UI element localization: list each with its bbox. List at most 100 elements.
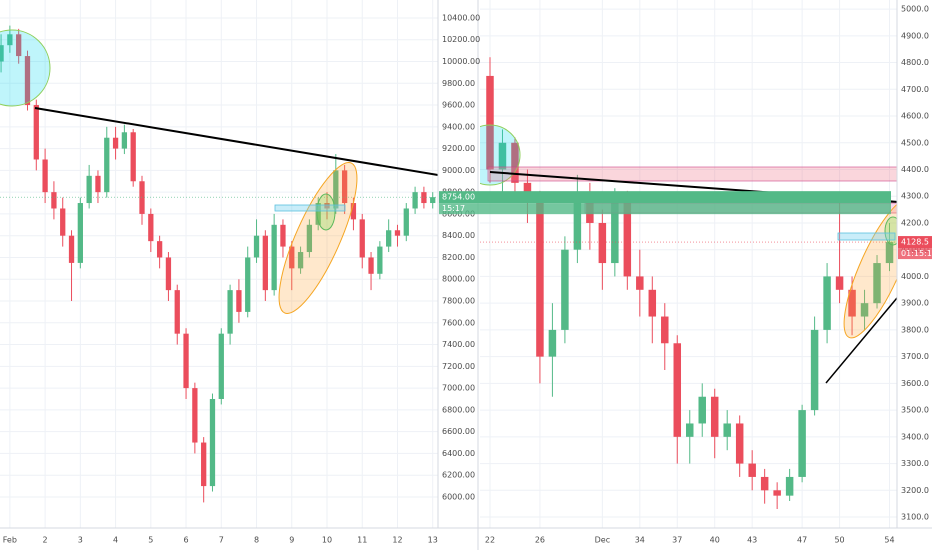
- candle-body: [885, 242, 894, 264]
- candle-body: [280, 224, 286, 247]
- zone: [837, 232, 896, 241]
- candle-body: [623, 196, 632, 277]
- left-drawings: [0, 29, 438, 314]
- candle-body: [218, 333, 224, 399]
- labels: 6000.00 6200.00 6400.00 6600.00 6800.00 7000.…: [3, 5, 932, 545]
- candle-body: [51, 192, 57, 209]
- y-tick-label: 10200.00: [442, 35, 480, 44]
- countdown: 01:15:1: [901, 249, 932, 258]
- y-tick-label: 4300.0: [901, 192, 929, 201]
- candle-body: [0, 45, 4, 62]
- y-tick-label: 6000.00: [442, 492, 475, 501]
- candle-body: [262, 235, 268, 291]
- price-label-bg: [439, 191, 891, 204]
- candle-body: [760, 476, 769, 491]
- candle-body: [16, 34, 22, 57]
- candle-body: [748, 463, 756, 477]
- candle-body: [86, 175, 92, 204]
- y-tick-label: 9800.00: [442, 79, 475, 88]
- x-tick-label: Dec: [595, 536, 610, 545]
- y-tick-label: 3400.0: [901, 432, 929, 441]
- candle-body: [350, 203, 357, 220]
- y-tick-label: 8200.00: [442, 253, 475, 262]
- x-tick-label: 43: [747, 536, 757, 545]
- candle-body: [636, 276, 644, 290]
- price-label: 8754.00: [442, 193, 475, 202]
- x-tick-label: 54: [884, 536, 894, 545]
- candle-body: [174, 290, 180, 334]
- x-tick-label: 8: [254, 536, 259, 545]
- candle-body: [165, 257, 172, 291]
- candle-body: [306, 224, 313, 253]
- candle-body: [710, 396, 719, 437]
- highlight-circle: [0, 29, 51, 107]
- candle-body: [686, 423, 694, 437]
- y-tick-label: 3500.0: [901, 406, 929, 415]
- y-tick-label: 3800.0: [901, 325, 929, 334]
- candle-body: [386, 230, 392, 247]
- candle-body: [148, 213, 154, 242]
- y-tick-label: 7800.00: [442, 297, 475, 306]
- y-tick-label: 4000.0: [901, 272, 929, 281]
- candle-body: [297, 252, 304, 269]
- y-tick-label: 8000.00: [442, 275, 475, 284]
- candle-body: [7, 34, 13, 46]
- y-tick-label: 7400.00: [442, 340, 475, 349]
- candle-body: [24, 56, 31, 106]
- candle-body: [104, 137, 110, 193]
- candle-body: [673, 343, 682, 437]
- candle-body: [368, 257, 374, 274]
- countdown-bg: [898, 248, 932, 260]
- x-tick-label: 37: [672, 536, 682, 545]
- candle-body: [523, 182, 532, 197]
- x-tick-label: 5: [148, 536, 153, 545]
- y-tick-label: 4400.0: [901, 165, 929, 174]
- y-tick-label: 9200.00: [442, 144, 475, 153]
- candle-body: [359, 219, 365, 258]
- y-tick-label: 9600.00: [442, 101, 475, 110]
- candle-body: [341, 170, 348, 204]
- y-tick-label: 4800.0: [901, 58, 929, 67]
- candle-body: [192, 388, 198, 443]
- candle-body: [156, 241, 163, 258]
- candle-body: [835, 276, 844, 290]
- candle-body: [271, 224, 277, 291]
- candle-body: [860, 303, 869, 317]
- candle-body: [209, 398, 216, 487]
- y-tick-label: 4500.0: [901, 138, 929, 147]
- x-tick-label: 22: [485, 536, 495, 545]
- candle-body: [324, 203, 330, 209]
- y-tick-label: 4700.0: [901, 85, 929, 94]
- candle-body: [511, 142, 519, 183]
- x-tick-label: 34: [635, 536, 645, 545]
- candle-body: [60, 208, 66, 236]
- candle-body: [573, 196, 582, 250]
- candle-body: [130, 132, 136, 182]
- y-tick-label: 5000.0: [901, 5, 929, 14]
- y-tick-label: 6400.00: [442, 449, 475, 458]
- trend-line: [825, 296, 897, 384]
- candle-body: [723, 423, 731, 437]
- x-tick-label: 4: [113, 536, 118, 545]
- candle-body: [253, 235, 260, 258]
- right-drawings: [480, 124, 897, 384]
- x-tick-label: 7: [219, 536, 224, 545]
- candle-body: [430, 197, 436, 204]
- y-tick-label: 7200.00: [442, 362, 475, 371]
- y-tick-label: 9000.00: [442, 166, 475, 175]
- candle-body: [598, 222, 607, 264]
- y-tick-label: 8400.00: [442, 231, 475, 240]
- candle-body: [611, 196, 619, 264]
- x-tick-label: 3: [78, 536, 83, 545]
- candle-body: [227, 290, 233, 334]
- x-tick-label: 50: [834, 536, 844, 545]
- candle-body: [548, 329, 557, 357]
- y-tick-label: 10400.00: [442, 13, 480, 22]
- candle-body: [121, 132, 128, 149]
- candle-body: [139, 181, 145, 214]
- y-tick-label: 6600.00: [442, 427, 475, 436]
- zone: [274, 204, 346, 212]
- candle-body: [698, 396, 706, 424]
- y-tick-label: 3700.0: [901, 352, 929, 361]
